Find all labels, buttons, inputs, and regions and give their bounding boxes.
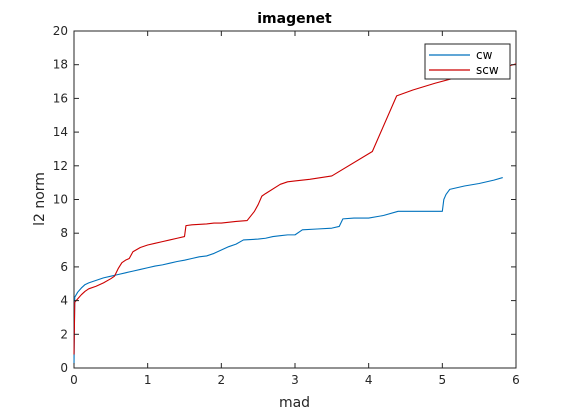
x-tick-label: 3 [291,373,299,387]
y-tick-label: 6 [60,260,68,274]
legend-label-cw: cw [476,48,493,62]
series-line-scw [73,63,517,355]
x-tick-label: 6 [512,373,520,387]
x-tick-label: 5 [439,373,447,387]
series-layer [73,63,517,365]
y-axis-label: l2 norm [32,172,48,226]
y-tick-label: 12 [53,159,68,173]
y-tick-label: 10 [53,193,68,207]
y-tick-label: 16 [53,91,68,105]
legend-label-scw: scw [476,63,499,77]
chart-title: imagenet [257,11,332,27]
y-tick-label: 8 [60,226,68,240]
y-tick-label: 4 [60,294,68,308]
legend: cw scw [424,43,511,80]
x-axis-label: mad [279,395,310,411]
y-tick-label: 0 [60,361,68,375]
legend-box [424,43,511,80]
plot-area [73,30,517,369]
y-tick-label: 14 [53,125,68,139]
x-tick-label: 2 [218,373,226,387]
x-tick-label: 0 [70,373,78,387]
x-tick-label: 4 [365,373,373,387]
y-tick-label: 18 [53,58,68,72]
y-tick-label: 20 [53,24,68,38]
y-tick-label: 2 [60,327,68,341]
x-tick-label: 1 [144,373,152,387]
